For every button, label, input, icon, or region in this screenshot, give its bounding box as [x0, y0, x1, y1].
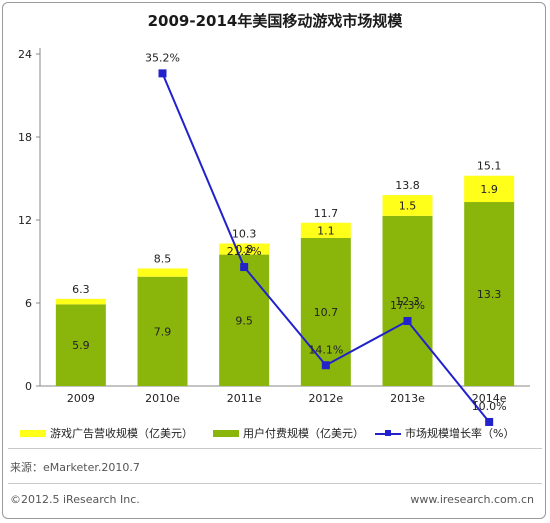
bar-user-pay — [219, 254, 270, 386]
data-label-total: 8.5 — [154, 252, 172, 265]
x-tick-label: 2011e — [227, 392, 262, 405]
data-label-user-pay: 12.3 — [395, 295, 420, 308]
data-label-user-pay: 10.7 — [314, 306, 339, 319]
data-label-user-pay: 5.9 — [72, 339, 90, 352]
growth-marker — [321, 361, 330, 370]
data-label-ads: 1.9 — [480, 183, 498, 196]
divider-bottom — [8, 483, 542, 484]
data-label-user-pay: 13.3 — [477, 288, 502, 301]
bar-ads — [137, 268, 188, 277]
y-tick-label: 18 — [18, 131, 32, 144]
growth-label: 21.2% — [227, 245, 262, 258]
bar-ads — [55, 298, 106, 305]
data-label-ads: 1.5 — [399, 199, 417, 212]
x-tick-label: 2013e — [390, 392, 425, 405]
bar-ads — [219, 243, 270, 255]
chart-title: 2009-2014年美国移动游戏市场规模 — [147, 12, 403, 30]
bar-ads — [300, 222, 351, 238]
copyright: ©2012.5 iResearch Inc. — [10, 493, 140, 506]
bar-ads — [464, 175, 515, 203]
website: www.iresearch.com.cn — [410, 493, 534, 506]
x-tick-label: 2009 — [67, 392, 95, 405]
growth-label: 35.2% — [145, 51, 180, 64]
data-label-total: 10.3 — [232, 228, 257, 241]
source-note: 来源：eMarketer.2010.7 — [10, 461, 140, 474]
legend-swatch-ads — [20, 429, 46, 437]
data-label-ads: 0.8 — [235, 243, 253, 256]
bar-user-pay — [464, 202, 515, 386]
data-label-ads: 1.1 — [317, 224, 335, 237]
growth-label: 14.1% — [308, 343, 343, 356]
legend-label-ads: 游戏广告营收规模（亿美元） — [50, 427, 193, 440]
y-tick-label: 6 — [25, 297, 32, 310]
x-tick-label: 2014e — [472, 392, 507, 405]
y-tick-label: 12 — [18, 214, 32, 227]
x-tick-label: 2010e — [145, 392, 180, 405]
y-tick-label: 0 — [25, 380, 32, 393]
chart-frame — [2, 2, 546, 519]
growth-marker — [485, 417, 494, 426]
legend-item-user-pay: 用户付费规模（亿美元） — [213, 425, 364, 441]
legend-item-ads: 游戏广告营收规模（亿美元） — [20, 425, 193, 441]
data-label-user-pay: 7.9 — [154, 325, 172, 338]
growth-marker — [158, 69, 167, 78]
legend-label-growth: 市场规模增长率（%） — [405, 427, 515, 440]
legend-swatch-growth — [375, 429, 401, 437]
bar-user-pay — [382, 215, 433, 386]
data-label-user-pay: 9.5 — [235, 314, 253, 327]
legend-swatch-user-pay — [213, 429, 239, 437]
growth-marker — [403, 316, 412, 325]
bar-ads — [382, 195, 433, 216]
data-label-total: 6.3 — [72, 283, 90, 296]
growth-marker — [240, 263, 249, 272]
data-label-total: 15.1 — [477, 160, 502, 173]
legend-label-user-pay: 用户付费规模（亿美元） — [243, 427, 364, 440]
y-tick-label: 24 — [18, 48, 32, 61]
bar-user-pay — [55, 304, 106, 386]
growth-label: 17.3% — [390, 299, 425, 312]
data-label-total: 13.8 — [395, 179, 420, 192]
legend-item-growth: 市场规模增长率（%） — [375, 425, 514, 441]
x-tick-label: 2012e — [308, 392, 343, 405]
data-label-total: 11.7 — [314, 207, 339, 220]
divider-top — [8, 448, 542, 449]
bar-user-pay — [137, 276, 188, 386]
growth-label: 10.0% — [472, 400, 507, 413]
